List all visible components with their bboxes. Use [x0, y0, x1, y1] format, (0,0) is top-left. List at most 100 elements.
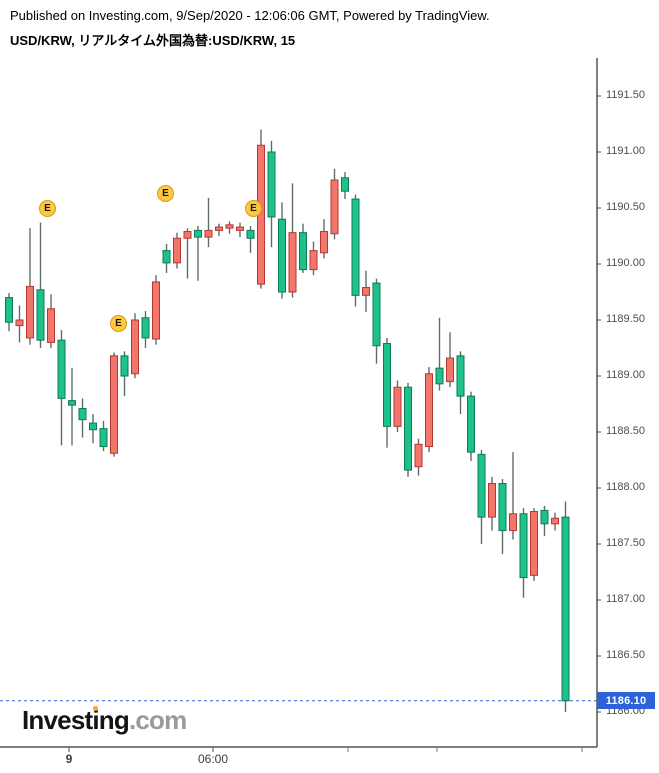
logo-com-suffix: .com	[128, 705, 187, 735]
candle-body-up	[288, 232, 297, 293]
candle-body-up	[488, 483, 496, 518]
candle[interactable]	[110, 352, 118, 457]
candle[interactable]	[519, 508, 528, 598]
candle-body-down	[267, 151, 276, 218]
candle[interactable]	[351, 194, 360, 307]
economic-event-badge[interactable]: E	[39, 200, 56, 217]
candle-body-down	[36, 289, 45, 341]
economic-event-badge[interactable]: E	[110, 315, 127, 332]
candle-body-down	[278, 218, 286, 293]
candle[interactable]	[131, 313, 139, 379]
candle-body-down	[435, 367, 444, 385]
candle[interactable]	[509, 452, 517, 540]
candle[interactable]	[236, 222, 244, 238]
candle[interactable]	[477, 449, 486, 544]
price-tick-label: 1191.50	[606, 89, 645, 101]
candle[interactable]	[89, 414, 97, 444]
candle[interactable]	[68, 368, 76, 446]
candle[interactable]	[404, 382, 412, 477]
candle[interactable]	[26, 228, 34, 345]
candle-body-up	[173, 237, 181, 264]
candle[interactable]	[561, 501, 570, 712]
candle[interactable]	[225, 221, 234, 234]
candle[interactable]	[5, 293, 13, 332]
candle-body-down	[498, 483, 507, 532]
candle[interactable]	[362, 270, 370, 313]
candle-body-down	[404, 386, 412, 471]
candle[interactable]	[78, 398, 87, 438]
candle[interactable]	[141, 311, 150, 348]
candle[interactable]	[456, 351, 465, 415]
candle-body-down	[99, 428, 108, 448]
candle-body-up	[183, 231, 192, 239]
candle-body-up	[15, 319, 24, 327]
candle-body-down	[341, 177, 349, 192]
candle[interactable]	[183, 228, 192, 279]
candle-body-down	[57, 339, 66, 399]
candle[interactable]	[120, 351, 129, 397]
candle-body-up	[362, 287, 370, 296]
candle-body-up	[225, 224, 234, 229]
candle[interactable]	[36, 222, 45, 348]
candle-body-up	[152, 281, 160, 340]
candle-body-up	[236, 226, 244, 231]
symbol-title: USD/KRW, リアルタイム外国為替:USD/KRW, 15	[10, 33, 296, 48]
candle-body-down	[89, 422, 97, 431]
candle[interactable]	[194, 225, 202, 281]
candle[interactable]	[393, 380, 402, 432]
candle[interactable]	[299, 223, 307, 273]
candle[interactable]	[173, 232, 181, 269]
candle[interactable]	[215, 223, 223, 236]
candle-body-up	[320, 231, 328, 254]
candle[interactable]	[288, 183, 297, 298]
candle[interactable]	[383, 337, 391, 448]
candle[interactable]	[15, 305, 24, 343]
candle-body-up	[110, 355, 118, 454]
price-tick-label: 1188.00	[606, 481, 645, 493]
candle[interactable]	[467, 391, 475, 462]
candle[interactable]	[551, 512, 559, 531]
economic-event-badge[interactable]: E	[157, 185, 174, 202]
candle-body-down	[5, 297, 13, 323]
candle[interactable]	[267, 140, 276, 248]
candle-body-up	[204, 229, 213, 238]
candle[interactable]	[530, 508, 538, 581]
price-tick-label: 1190.50	[606, 201, 645, 213]
investing-logo[interactable]: Investing.com	[22, 705, 187, 735]
candle[interactable]	[99, 420, 108, 452]
candle-body-down	[299, 232, 307, 271]
candle-body-down	[194, 229, 202, 238]
candle[interactable]	[152, 275, 160, 345]
candle[interactable]	[57, 330, 66, 446]
candle[interactable]	[425, 367, 433, 453]
candle[interactable]	[320, 219, 328, 259]
candle[interactable]	[414, 438, 423, 476]
candle[interactable]	[278, 202, 286, 299]
candle-body-up	[551, 517, 559, 525]
candle-body-down	[162, 250, 171, 264]
candle[interactable]	[204, 197, 213, 248]
candle-body-down	[540, 509, 549, 525]
candle[interactable]	[330, 168, 339, 240]
candle[interactable]	[246, 225, 255, 253]
price-tick-label: 1188.50	[606, 425, 645, 437]
last-price-label: 1186.10	[597, 692, 655, 710]
candle[interactable]	[446, 332, 454, 388]
candle[interactable]	[162, 243, 171, 273]
candle[interactable]	[498, 479, 507, 555]
candle[interactable]	[488, 476, 496, 531]
candle[interactable]	[372, 278, 381, 364]
candle-body-down	[519, 513, 528, 579]
candle[interactable]	[47, 294, 55, 348]
candle[interactable]	[540, 505, 549, 537]
price-tick-label: 1187.50	[606, 537, 645, 549]
candle-body-up	[309, 250, 318, 271]
candle-body-down	[467, 395, 475, 453]
candle[interactable]	[341, 172, 349, 200]
economic-event-badge[interactable]: E	[245, 200, 262, 217]
published-line: Published on Investing.com, 9/Sep/2020 -…	[10, 8, 490, 23]
candle[interactable]	[435, 317, 444, 391]
candle[interactable]	[309, 241, 318, 276]
